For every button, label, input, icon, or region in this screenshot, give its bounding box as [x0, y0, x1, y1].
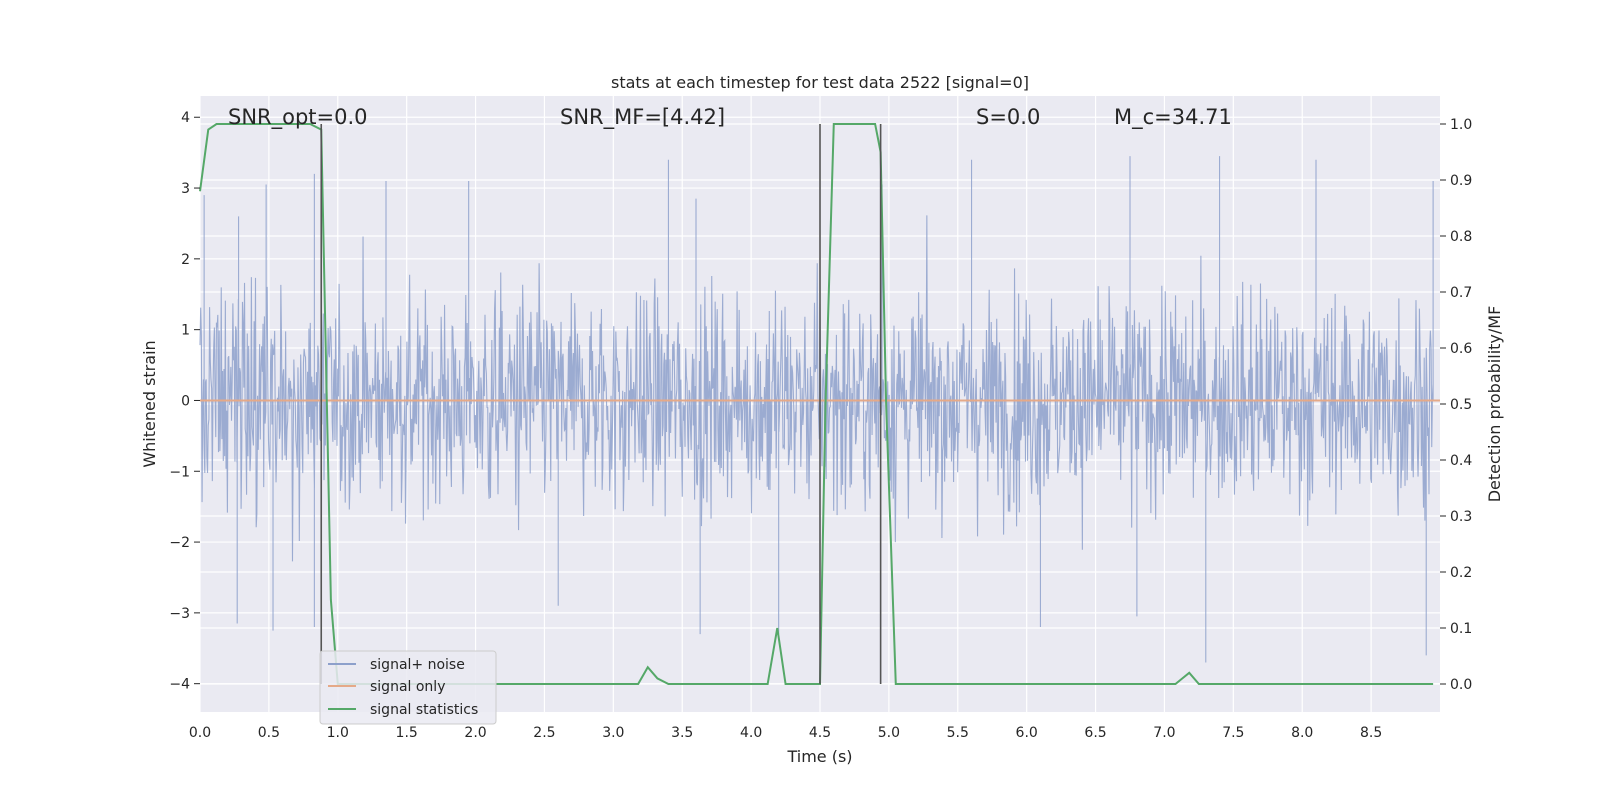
y-tick-label: 4: [181, 110, 190, 126]
x-tick-label: 5.5: [947, 725, 969, 741]
y-tick-label: −2: [169, 535, 190, 551]
annotations: SNR_opt=0.0 SNR_MF=[4.42] S=0.0 M_c=34.7…: [228, 105, 1232, 130]
x-tick-label: 7.0: [1153, 725, 1175, 741]
y2-tick-label: 0.7: [1450, 285, 1472, 301]
y2-tick-label: 0.6: [1450, 341, 1472, 357]
annotation-snr-opt-text: SNR_opt=0.0: [228, 105, 368, 130]
legend-box: [319, 650, 497, 725]
y2-tick-label: 0.9: [1450, 173, 1472, 189]
x-tick-label: 8.5: [1360, 725, 1382, 741]
x-tick-label: 1.5: [396, 725, 418, 741]
y2-tick-label: 1.0: [1450, 117, 1472, 133]
x-tick-label: 6.0: [1016, 725, 1038, 741]
x-tick-label: 2.0: [464, 725, 486, 741]
x-tick-label: 4.5: [809, 725, 831, 741]
legend: signal+ noise signal only signal statist…: [319, 650, 497, 725]
series-signal-statistics: [199, 123, 1434, 685]
annotation-s-text: S=0.0: [976, 105, 1040, 129]
series-signal-noise: [199, 156, 1434, 663]
annotation-mc: M_c=34.71: [1114, 105, 1232, 130]
x-tick-label: 3.5: [671, 725, 693, 741]
annotation-snr-mf: SNR_MF=[4.42]: [560, 105, 725, 130]
y-tick-label: −3: [169, 606, 190, 622]
chart-title: stats at each timestep for test data 252…: [611, 73, 1029, 92]
annotation-snr-opt: SNR_opt=0.0: [228, 105, 368, 130]
annotation-mc-text: M_c=34.71: [1114, 105, 1232, 130]
x-tick-label: 6.5: [1084, 725, 1106, 741]
y2-axis-ticks: 0.0 0.1 0.2 0.3 0.4 0.5 0.6 0.7 0.8 0.9 1.0: [1440, 117, 1472, 693]
y2-tick-label: 0.8: [1450, 229, 1472, 245]
annotation-snr-mf-text: SNR_MF=[4.42]: [560, 105, 725, 130]
y2-axis-label: Detection probability/MF: [1485, 306, 1504, 503]
legend-label-statistics: signal statistics: [370, 702, 478, 718]
annotation-s: S=0.0: [976, 105, 1040, 129]
y-tick-label: 3: [181, 181, 190, 197]
x-tick-label: 0.0: [189, 725, 211, 741]
x-tick-label: 4.0: [740, 725, 762, 741]
y2-tick-label: 0.5: [1450, 397, 1472, 413]
legend-label-noise: signal+ noise: [370, 657, 465, 673]
x-tick-label: 2.5: [533, 725, 555, 741]
y-tick-label: 1: [181, 323, 190, 339]
x-tick-label: 5.0: [878, 725, 900, 741]
y-tick-label: −1: [169, 464, 190, 480]
y-axis-label: Whitened strain: [140, 340, 159, 467]
x-tick-label: 8.0: [1291, 725, 1313, 741]
x-tick-label: 1.0: [327, 725, 349, 741]
legend-label-signal: signal only: [370, 679, 445, 695]
y2-tick-label: 0.2: [1450, 565, 1472, 581]
x-tick-label: 0.5: [258, 725, 280, 741]
y-tick-label: 2: [181, 252, 190, 268]
x-axis-label: Time (s): [786, 747, 852, 766]
y-tick-label: −4: [169, 677, 190, 693]
x-axis-ticks: 0.0 0.5 1.0 1.5 2.0 2.5 3.0 3.5 4.0 4.5 5.0 5.5 6.0 6…: [189, 725, 1382, 741]
x-tick-label: 7.5: [1222, 725, 1244, 741]
y-tick-label: 0: [181, 393, 190, 409]
x-tick-label: 3.0: [602, 725, 624, 741]
y2-tick-label: 0.1: [1450, 621, 1472, 637]
y2-tick-label: 0.3: [1450, 509, 1472, 525]
y2-tick-label: 0.4: [1450, 453, 1472, 469]
y2-tick-label: 0.0: [1450, 677, 1472, 693]
vertical-markers: [320, 124, 882, 684]
y-axis-ticks: −4 −3 −2 −1 0 1 2 3 4: [169, 110, 200, 693]
